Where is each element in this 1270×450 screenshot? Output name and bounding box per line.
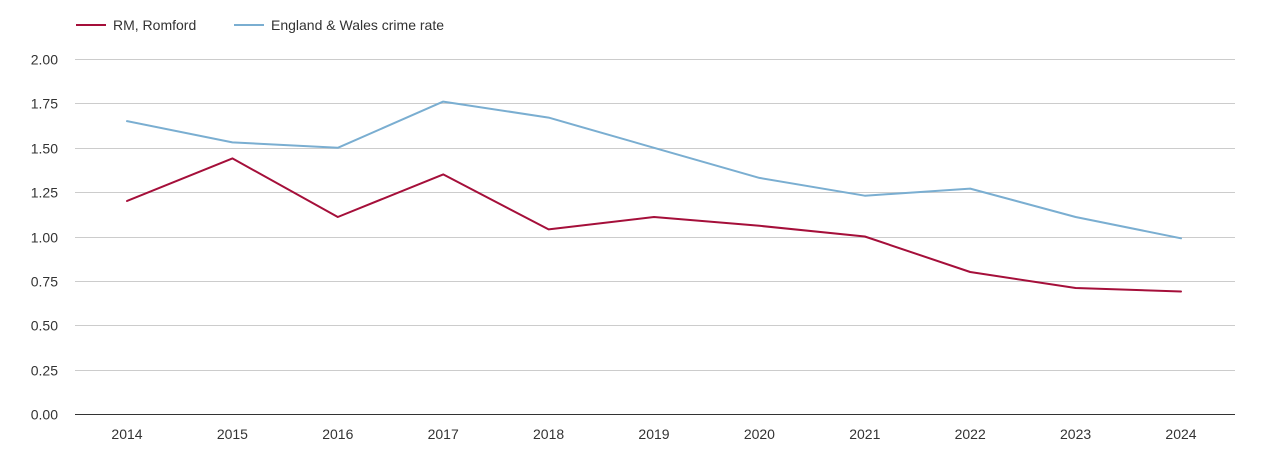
x-tick-label: 2018 xyxy=(533,426,564,442)
x-tick-label: 2021 xyxy=(849,426,880,442)
legend-item-series-0[interactable]: RM, Romford xyxy=(76,17,196,33)
series-line-1 xyxy=(126,100,1182,240)
x-axis-ticks: 2014 2015 2016 2017 2018 2019 2020 2021 2022 2023… xyxy=(111,426,1196,442)
x-tick-label: 2020 xyxy=(744,426,775,442)
x-tick-label: 2023 xyxy=(1060,426,1091,442)
x-tick-label: 2016 xyxy=(322,426,353,442)
y-tick-label: 1.00 xyxy=(31,230,58,246)
grid-lines xyxy=(75,59,1235,371)
x-tick-label: 2015 xyxy=(217,426,248,442)
y-tick-label: 0.00 xyxy=(31,407,58,423)
x-tick-label: 2014 xyxy=(111,426,142,442)
x-tick-label: 2017 xyxy=(428,426,459,442)
legend-label-series-1: England & Wales crime rate xyxy=(271,17,444,33)
y-tick-label: 0.25 xyxy=(31,363,58,379)
series-lines xyxy=(126,100,1182,293)
x-tick-label: 2019 xyxy=(638,426,669,442)
x-tick-label: 2024 xyxy=(1165,426,1196,442)
legend: RM, Romford England & Wales crime rate xyxy=(76,17,444,33)
legend-item-series-1[interactable]: England & Wales crime rate xyxy=(234,17,444,33)
y-tick-label: 1.75 xyxy=(31,96,58,112)
series-line-0 xyxy=(126,157,1182,293)
y-tick-label: 1.50 xyxy=(31,141,58,157)
y-tick-label: 1.25 xyxy=(31,185,58,201)
y-tick-label: 0.50 xyxy=(31,318,58,334)
y-tick-label: 2.00 xyxy=(31,52,58,68)
y-axis-ticks: 0.00 0.25 0.50 0.75 1.00 1.25 1.50 1.75 2.00 xyxy=(31,52,58,423)
x-tick-label: 2022 xyxy=(955,426,986,442)
legend-label-series-0: RM, Romford xyxy=(113,17,196,33)
y-tick-label: 0.75 xyxy=(31,274,58,290)
